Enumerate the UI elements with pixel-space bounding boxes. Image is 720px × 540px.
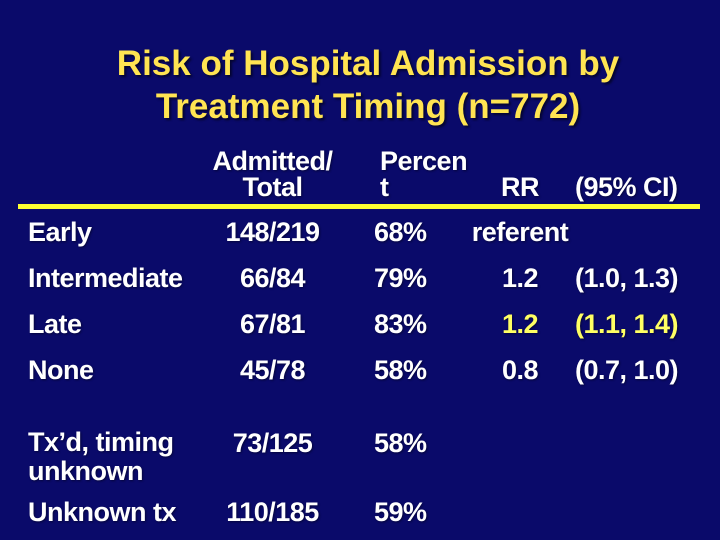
row-label: Intermediate (28, 262, 183, 293)
row-percent: 58% (374, 354, 427, 385)
row-rr: 0.8 (501, 354, 539, 385)
row-label: Tx’d, timing unknown (28, 427, 174, 486)
header-admitted-total: Admitted/ Total (212, 146, 334, 202)
slide-title: Risk of Hospital Admission by Treatment … (8, 42, 720, 128)
table-row-txd-timing-unknown: Tx’d, timing unknown 73/125 58% (0, 419, 706, 497)
row-percent: 79% (374, 262, 427, 293)
header-ci: (95% CI) (575, 172, 678, 202)
table-row-late: Late 67/81 83% 1.2 (1.1, 1.4) (0, 301, 706, 347)
table-body: Early 148/219 68% referent Intermediate … (0, 209, 706, 528)
admission-table: Admitted/ Total Percen t RR (95% CI) Ear… (0, 140, 706, 527)
row-label: None (28, 354, 94, 385)
row-percent: 68% (374, 216, 427, 247)
title-line-1: Risk of Hospital Admission by (116, 44, 620, 83)
row-admitted-total: 148/219 (225, 216, 320, 247)
row-admitted-total: 45/78 (239, 354, 306, 385)
row-percent: 59% (374, 497, 427, 527)
row-rr: 1.2 (501, 262, 539, 293)
table-header-row: Admitted/ Total Percen t RR (95% CI) (0, 140, 706, 202)
row-admitted-total: 110/185 (226, 497, 319, 527)
row-label: Early (28, 216, 92, 247)
row-rr: referent (471, 216, 569, 247)
table-row-none: None 45/78 58% 0.8 (0.7, 1.0) (0, 347, 706, 393)
row-label: Late (28, 308, 82, 339)
row-admitted-total: 66/84 (239, 262, 306, 293)
table-row-early: Early 148/219 68% referent (0, 209, 706, 255)
header-percent: Percen t (380, 146, 468, 202)
row-percent: 58% (374, 428, 427, 458)
row-ci: (0.7, 1.0) (575, 354, 679, 385)
title-line-2: Treatment Timing (n=772) (155, 87, 581, 126)
row-ci: (1.0, 1.3) (575, 262, 679, 293)
row-rr: 1.2 (501, 308, 539, 339)
header-rr: RR (501, 172, 540, 202)
row-admitted-total: 67/81 (239, 308, 306, 339)
row-label: Unknown tx (28, 497, 177, 527)
header-divider-line (18, 204, 700, 209)
row-admitted-total: 73/125 (232, 428, 313, 458)
table-row-intermediate: Intermediate 66/84 79% 1.2 (1.0, 1.3) (0, 255, 706, 301)
row-ci: (1.1, 1.4) (575, 308, 679, 339)
row-percent: 83% (374, 308, 427, 339)
table-row-unknown-tx: Unknown tx 110/185 59% (0, 497, 706, 527)
